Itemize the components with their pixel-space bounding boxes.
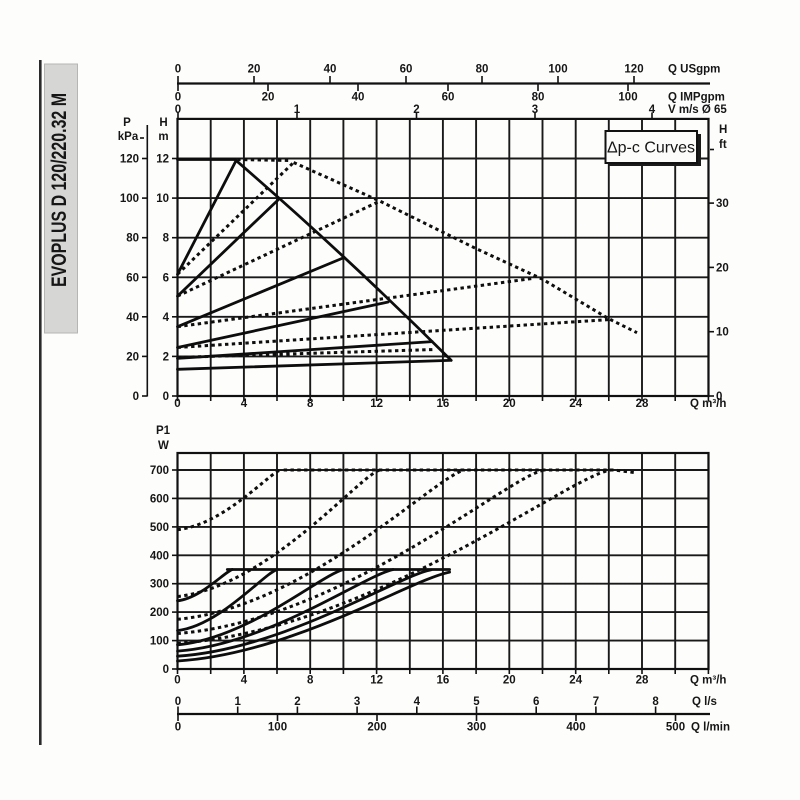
svg-text:700: 700 [150,465,169,477]
svg-text:16: 16 [437,675,450,687]
svg-text:20: 20 [248,64,261,76]
svg-text:P: P [123,117,131,129]
svg-text:60: 60 [126,272,139,284]
svg-text:0: 0 [175,92,181,104]
svg-text:4: 4 [414,696,421,708]
svg-text:0: 0 [174,675,180,687]
svg-text:0: 0 [175,104,181,116]
svg-text:200: 200 [150,607,169,619]
svg-text:4: 4 [241,675,248,687]
svg-text:20: 20 [716,262,729,274]
svg-text:24: 24 [569,398,582,410]
svg-text:12: 12 [156,154,169,166]
svg-text:10: 10 [716,327,729,339]
svg-text:200: 200 [367,722,386,734]
svg-text:0: 0 [163,391,169,403]
svg-text:3: 3 [532,104,538,116]
svg-text:12: 12 [370,675,383,687]
svg-text:m: m [158,131,168,143]
svg-text:H: H [719,124,727,136]
svg-text:16: 16 [437,398,450,410]
svg-text:ft: ft [719,139,727,151]
svg-text:100: 100 [120,193,139,205]
svg-text:Q l/min: Q l/min [691,722,730,734]
svg-text:28: 28 [636,675,649,687]
svg-text:0: 0 [175,722,181,734]
svg-text:0: 0 [716,391,722,403]
svg-text:20: 20 [126,351,139,363]
svg-text:300: 300 [150,579,169,591]
svg-text:80: 80 [476,64,489,76]
svg-text:300: 300 [467,722,486,734]
svg-text:28: 28 [636,398,649,410]
svg-text:20: 20 [262,92,275,104]
svg-text:60: 60 [400,64,413,76]
svg-text:2: 2 [163,351,169,363]
svg-text:EVOPLUS D 120/220.32 M: EVOPLUS D 120/220.32 M [48,93,71,287]
svg-text:60: 60 [442,92,455,104]
svg-text:8: 8 [307,675,314,687]
svg-text:H: H [159,117,167,129]
svg-text:2: 2 [294,696,300,708]
svg-text:0: 0 [133,391,139,403]
svg-text:400: 400 [150,550,169,562]
svg-text:600: 600 [150,493,169,505]
svg-text:40: 40 [324,64,337,76]
svg-text:7: 7 [593,696,599,708]
svg-text:100: 100 [268,722,287,734]
svg-text:20: 20 [503,675,516,687]
svg-text:6: 6 [533,696,539,708]
svg-text:4: 4 [163,312,170,324]
svg-text:80: 80 [532,92,545,104]
svg-text:4: 4 [241,398,248,410]
svg-text:40: 40 [126,312,139,324]
svg-text:Q IMPgpm: Q IMPgpm [668,92,725,104]
svg-text:40: 40 [352,92,365,104]
svg-text:12: 12 [370,398,383,410]
svg-text:2: 2 [413,104,419,116]
svg-text:0: 0 [163,664,169,676]
svg-text:Q m³/h: Q m³/h [690,675,726,687]
svg-text:6: 6 [163,272,169,284]
svg-text:500: 500 [150,522,169,534]
svg-text:8: 8 [652,696,659,708]
svg-text:Q m³/h: Q m³/h [690,398,726,410]
svg-text:1: 1 [234,696,241,708]
svg-text:30: 30 [716,198,729,210]
svg-text:0: 0 [175,696,181,708]
svg-text:0: 0 [175,64,181,76]
svg-text:3: 3 [354,696,360,708]
svg-text:100: 100 [618,92,637,104]
svg-text:80: 80 [126,233,139,245]
svg-text:20: 20 [503,398,516,410]
svg-text:V m/s Ø 65: V m/s Ø 65 [668,104,727,116]
svg-text:8: 8 [307,398,314,410]
svg-text:W: W [158,440,169,452]
svg-text:0: 0 [174,398,180,410]
svg-text:120: 120 [624,64,643,76]
svg-text:8: 8 [163,233,170,245]
svg-text:100: 100 [150,636,169,648]
svg-text:4: 4 [649,104,656,116]
svg-text:100: 100 [548,64,567,76]
svg-text:Δp-c Curves: Δp-c Curves [607,140,695,157]
svg-text:1: 1 [294,104,301,116]
svg-text:5: 5 [473,696,480,708]
svg-text:P1: P1 [156,425,171,437]
svg-text:400: 400 [566,722,585,734]
svg-text:120: 120 [120,154,139,166]
svg-text:kPa: kPa [118,131,139,143]
svg-text:500: 500 [666,722,685,734]
svg-text:Q USgpm: Q USgpm [668,64,720,76]
svg-text:10: 10 [156,193,169,205]
svg-text:24: 24 [569,675,582,687]
svg-text:Q l/s: Q l/s [692,696,717,708]
